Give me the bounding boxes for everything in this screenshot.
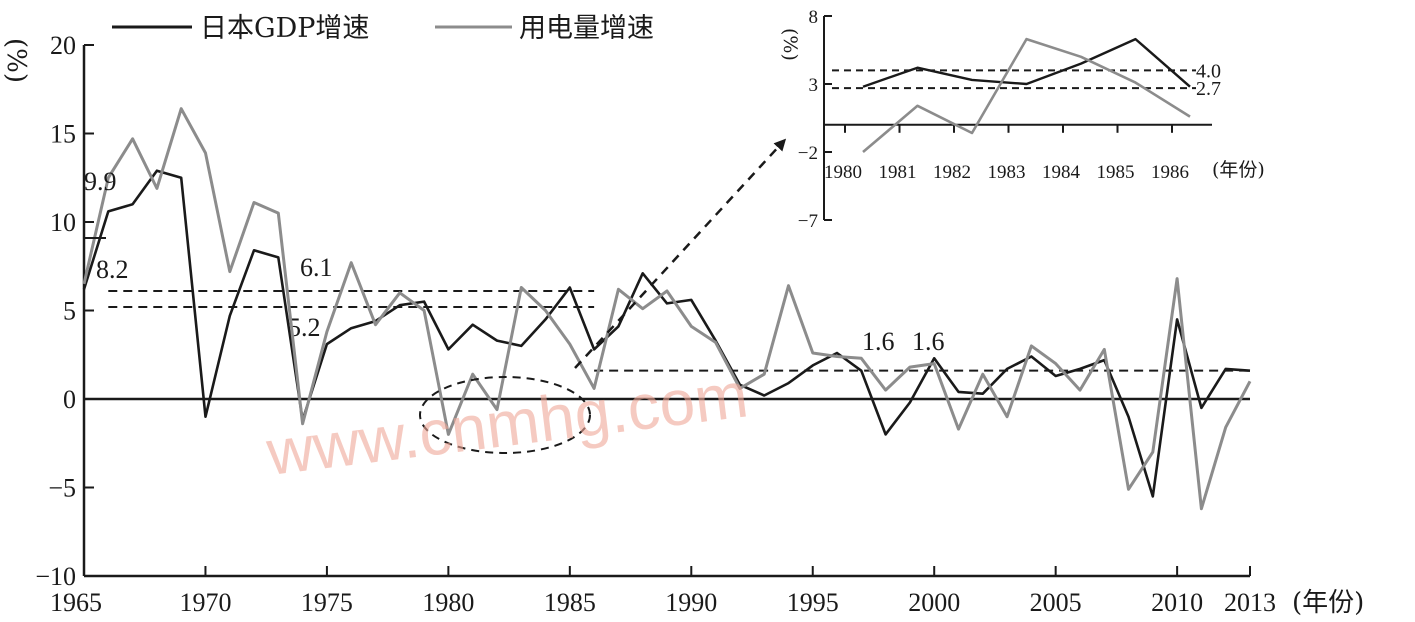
inset-x-tick-label-0: 1980	[824, 162, 862, 183]
main-y-tick-label-2: 10	[50, 208, 76, 237]
main-x-tick-label-10: 2013	[1224, 588, 1276, 617]
inset-x-tick-label-5: 1985	[1097, 162, 1135, 183]
inset-x-tick-label-4: 1984	[1042, 162, 1081, 183]
inset-axes: 8 3 −2 −7 1980 1981 1982 1983 1984 1985 1986 (年份)	[798, 7, 1265, 232]
main-y-tick-label-0: 20	[50, 31, 76, 60]
inset-series	[862, 37, 1191, 153]
main-y-tick-label-4: 0	[63, 385, 76, 414]
main-reference-label-0: 6.1	[300, 253, 333, 282]
main-annotations: 9.9 8.2 1.6	[84, 167, 945, 356]
inset-y-tick-label-3: −7	[798, 211, 818, 232]
main-annotation-2: 1.6	[912, 327, 945, 356]
inset-x-axis-title: (年份)	[1212, 159, 1265, 181]
legend-label-power: 用电量增速	[519, 13, 654, 44]
inset-y-axis-unit: (%)	[779, 28, 801, 61]
inset-x-tick-label-2: 1982	[933, 162, 971, 183]
inset-series-line-1	[862, 37, 1191, 153]
main-y-tick-label-6: −10	[35, 562, 76, 591]
main-x-tick-label-1: 1970	[179, 588, 231, 617]
inset-reference-lines: 4.02.7	[832, 60, 1221, 100]
watermark-text: www.cnmhg.com	[262, 358, 752, 489]
inset-y-tick-label-2: −2	[798, 143, 818, 164]
inset-x-tick-label-3: 1983	[988, 162, 1026, 183]
main-series-line-1	[82, 107, 1252, 511]
main-y-tick-label-1: 15	[50, 120, 76, 149]
main-y-tick-label-3: 5	[63, 297, 76, 326]
highlight-arrow	[574, 138, 787, 369]
main-annotation-1: 8.2	[96, 255, 129, 284]
highlight-ellipse	[419, 376, 591, 454]
main-x-tick-label-5: 1990	[665, 588, 717, 617]
inset-reference-label-0: 4.0	[1196, 60, 1221, 82]
main-x-tick-label-9: 2010	[1151, 588, 1203, 617]
main-x-tick-label-3: 1980	[422, 588, 474, 617]
main-x-tick-label-2: 1975	[301, 588, 353, 617]
main-series	[82, 107, 1252, 511]
inset-y-axis-unit-text: (%)	[779, 28, 801, 61]
main-x-tick-label-6: 1995	[787, 588, 839, 617]
main-x-tick-label-7: 2000	[908, 588, 960, 617]
legend-label-gdp: 日本GDP增速	[200, 13, 369, 44]
main-x-tick-label-4: 1985	[544, 588, 596, 617]
inset-series-line-0	[862, 37, 1191, 88]
inset-y-tick-label-1: 3	[809, 75, 819, 96]
main-x-tick-label-0: 1965	[50, 588, 102, 617]
main-annotation-0: 9.9	[84, 167, 117, 196]
y-axis-unit: (%)	[1, 38, 31, 83]
inset-y-tick-label-0: 8	[809, 7, 819, 28]
y-axis-unit-text: (%)	[1, 38, 31, 83]
main-y-tick-label-5: −5	[48, 474, 76, 503]
inset-x-tick-label-6: 1986	[1151, 162, 1189, 183]
inset-x-tick-label-1: 1981	[879, 162, 917, 183]
main-reference-label-2: 1.6	[862, 327, 895, 356]
inset-reference-label-1: 2.7	[1196, 78, 1221, 100]
main-x-tick-label-8: 2005	[1030, 588, 1082, 617]
main-x-axis-title: (年份)	[1292, 588, 1364, 618]
legend: 日本GDP增速 用电量增速	[112, 13, 654, 44]
main-series-line-0	[82, 169, 1251, 498]
